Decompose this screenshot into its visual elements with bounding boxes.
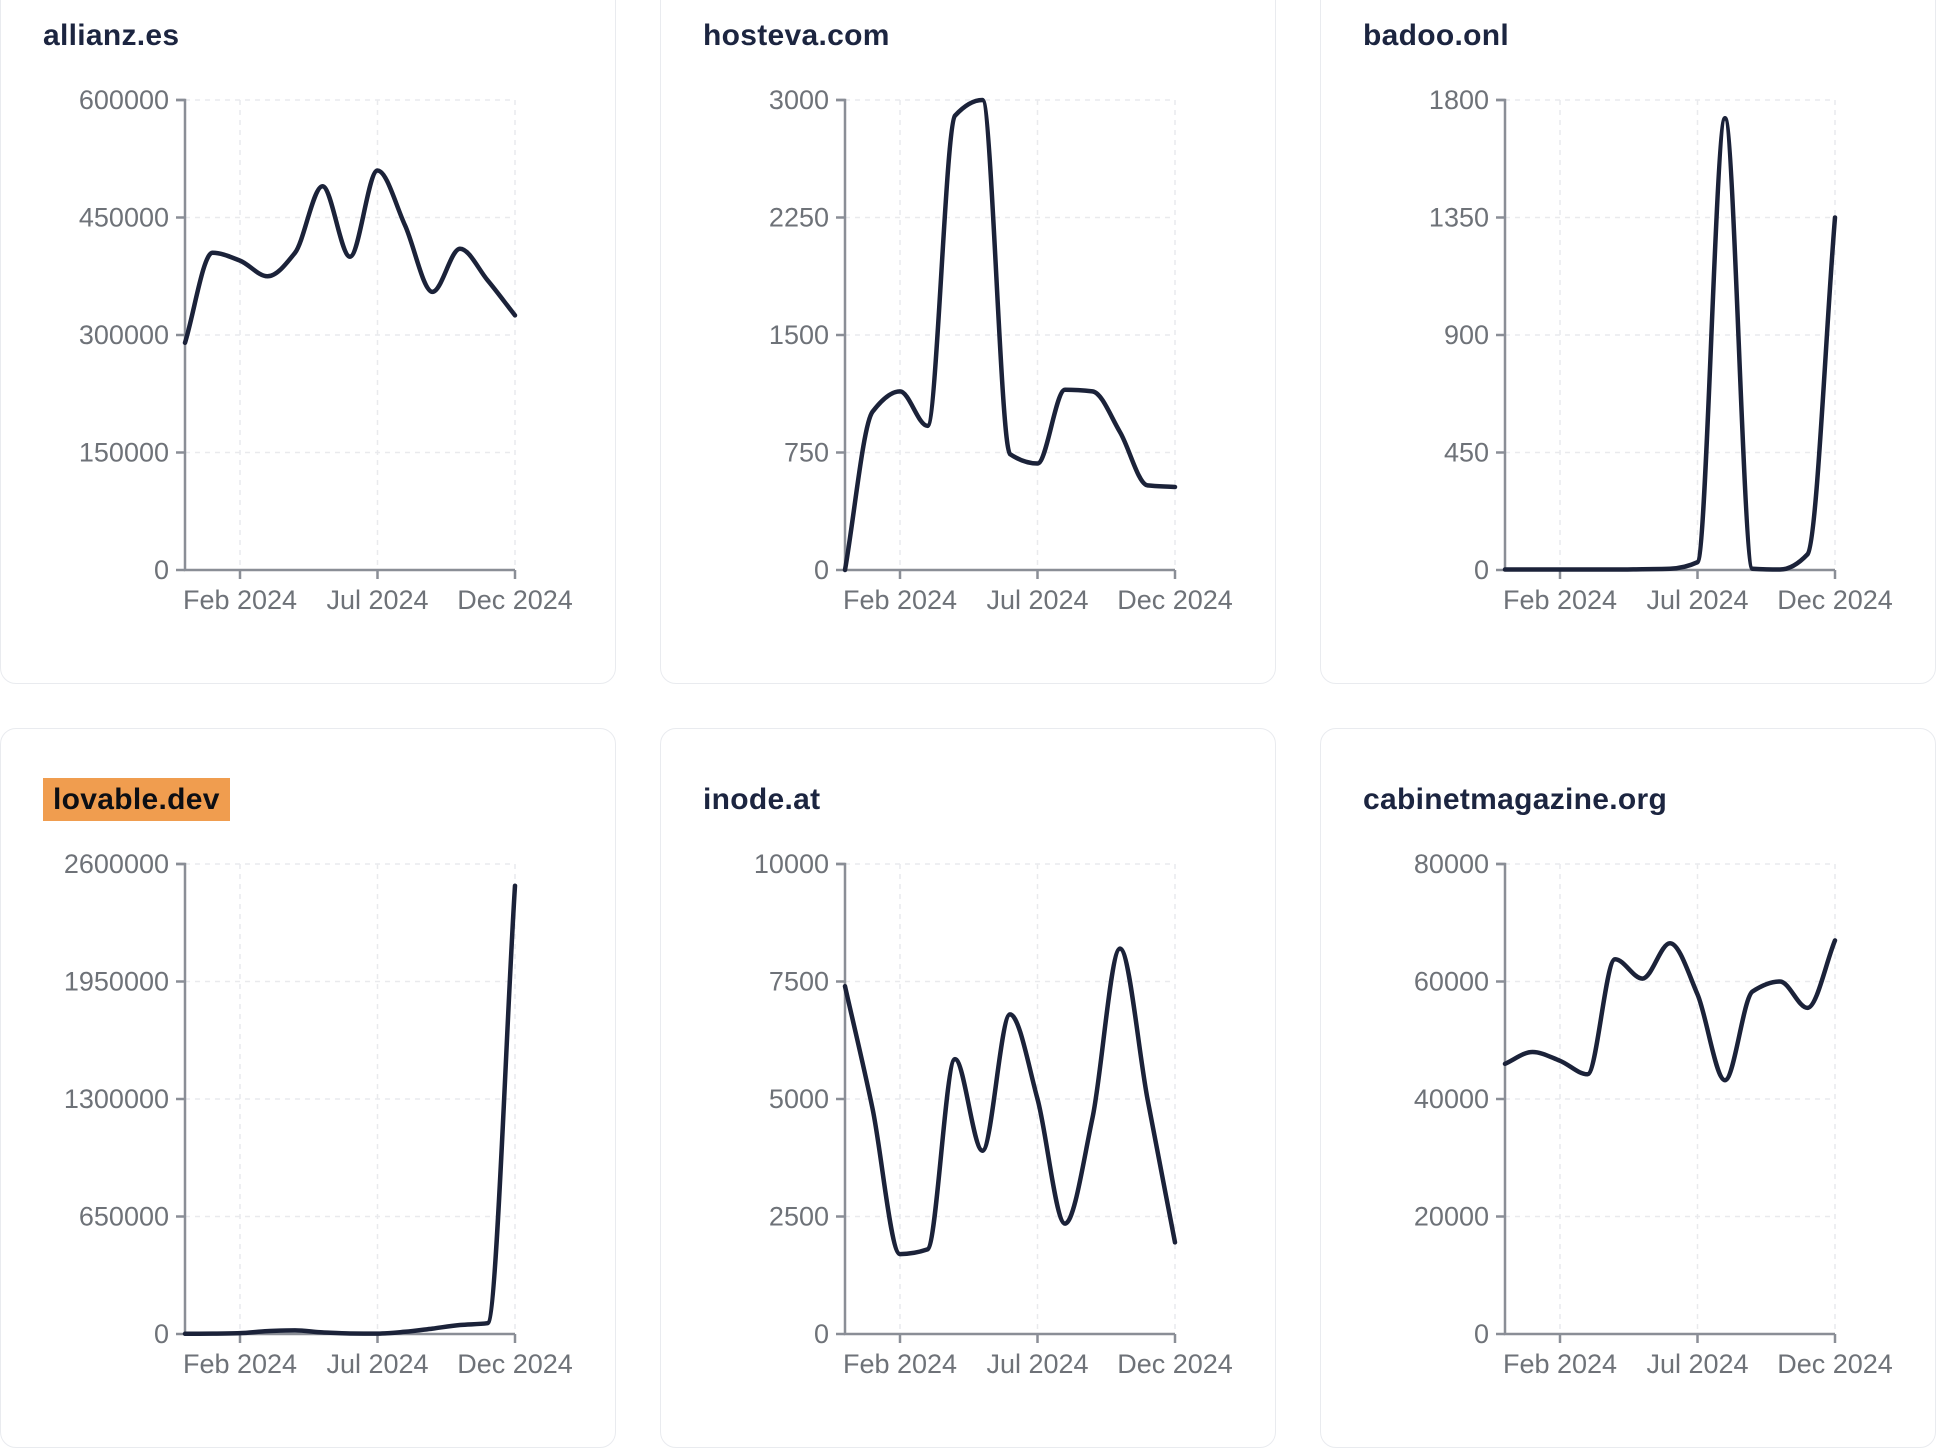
y-tick-label: 1300000	[64, 1084, 169, 1114]
domain-name: cabinetmagazine.org	[1363, 783, 1668, 816]
x-tick-label: Dec 2024	[1117, 585, 1233, 615]
line-chart: 1800 1350 900 450 0 Feb 2024 Jul 2024 Dec 2024	[1429, 85, 1893, 615]
y-tick-label: 2250	[769, 203, 829, 233]
x-tick-label: Feb 2024	[1503, 585, 1617, 615]
x-tick-label: Dec 2024	[1777, 585, 1893, 615]
x-tick-label: Jul 2024	[326, 1349, 428, 1379]
y-tick-label: 0	[154, 1319, 169, 1349]
series-line	[182, 883, 518, 1337]
chart-title: lovable.dev	[43, 778, 230, 821]
chart-title: badoo.onl	[1363, 18, 1509, 54]
y-tick-label: 1800	[1429, 85, 1489, 115]
chart-title: hosteva.com	[703, 18, 890, 54]
series-line	[1502, 116, 1838, 572]
y-tick-label: 2500	[769, 1202, 829, 1232]
y-tick-label: 60000	[1414, 967, 1489, 997]
domain-name: hosteva.com	[703, 19, 890, 52]
y-tick-label: 450000	[79, 203, 169, 233]
x-tick-label: Feb 2024	[1503, 1349, 1617, 1379]
y-tick-label: 600000	[79, 85, 169, 115]
series-line	[1502, 938, 1838, 1083]
x-tick-label: Dec 2024	[457, 585, 573, 615]
series-line	[842, 946, 1178, 1257]
chart-title: cabinetmagazine.org	[1363, 782, 1667, 818]
y-tick-label: 300000	[79, 320, 169, 350]
y-tick-label: 5000	[769, 1084, 829, 1114]
y-tick-label: 2600000	[64, 849, 169, 879]
chart-card-badoo: badoo.onl 1800 1350 900 450 0 Feb 2024 Jul 202…	[1320, 0, 1936, 684]
y-tick-label: 1350	[1429, 203, 1489, 233]
y-tick-label: 0	[154, 555, 169, 585]
y-tick-label: 650000	[79, 1202, 169, 1232]
x-tick-label: Dec 2024	[1777, 1349, 1893, 1379]
domain-name: lovable.dev	[43, 778, 230, 821]
chart-card-inode: inode.at 10000 7500 5000 2500 0 Feb 2024 Jul 2…	[660, 728, 1276, 1448]
y-tick-label: 80000	[1414, 849, 1489, 879]
x-tick-label: Jul 2024	[326, 585, 428, 615]
y-tick-label: 0	[1474, 1319, 1489, 1349]
y-tick-label: 1950000	[64, 967, 169, 997]
y-tick-label: 900	[1444, 320, 1489, 350]
y-tick-label: 20000	[1414, 1202, 1489, 1232]
y-tick-label: 7500	[769, 967, 829, 997]
y-tick-label: 10000	[754, 849, 829, 879]
y-tick-label: 150000	[79, 438, 169, 468]
chart-title: inode.at	[703, 782, 820, 818]
domain-name: allianz.es	[43, 19, 180, 52]
chart-card-allianz: allianz.es 600000 450000 300000 150000 0 Feb …	[0, 0, 616, 684]
x-tick-label: Jul 2024	[986, 1349, 1088, 1379]
line-chart: 2600000 1950000 1300000 650000 0 Feb 2024 Jul …	[64, 849, 573, 1379]
series-line	[842, 97, 1178, 573]
y-tick-label: 0	[1474, 555, 1489, 585]
line-chart: 3000 2250 1500 750 0 Feb 2024 Jul 2024 Dec 2024	[769, 85, 1233, 615]
domain-name: badoo.onl	[1363, 19, 1510, 52]
x-tick-label: Jul 2024	[986, 585, 1088, 615]
chart-title: allianz.es	[43, 18, 179, 54]
line-chart: 10000 7500 5000 2500 0 Feb 2024 Jul 2024 Dec 20…	[754, 849, 1233, 1379]
series-line	[182, 168, 518, 346]
x-tick-label: Feb 2024	[843, 1349, 957, 1379]
y-tick-label: 750	[784, 438, 829, 468]
chart-card-lovable: lovable.dev 2600000 1950000 1300000 650000 0…	[0, 728, 616, 1448]
chart-card-cabinetmagazine: cabinetmagazine.org 80000 60000 40000 20000…	[1320, 728, 1936, 1448]
y-tick-label: 40000	[1414, 1084, 1489, 1114]
x-tick-label: Dec 2024	[457, 1349, 573, 1379]
domain-name: inode.at	[703, 783, 821, 816]
chart-card-hosteva: hosteva.com 3000 2250 1500 750 0 Feb 2024 Jul …	[660, 0, 1276, 684]
line-chart: 80000 60000 40000 20000 0 Feb 2024 Jul 2024 Dec…	[1414, 849, 1893, 1379]
x-tick-label: Jul 2024	[1646, 585, 1748, 615]
y-tick-label: 450	[1444, 438, 1489, 468]
x-tick-label: Feb 2024	[843, 585, 957, 615]
y-tick-label: 3000	[769, 85, 829, 115]
line-chart: 600000 450000 300000 150000 0 Feb 2024 Jul 202…	[79, 85, 573, 615]
x-tick-label: Feb 2024	[183, 585, 297, 615]
x-tick-label: Jul 2024	[1646, 1349, 1748, 1379]
y-tick-label: 0	[814, 555, 829, 585]
x-tick-label: Dec 2024	[1117, 1349, 1233, 1379]
y-tick-label: 0	[814, 1319, 829, 1349]
y-tick-label: 1500	[769, 320, 829, 350]
x-tick-label: Feb 2024	[183, 1349, 297, 1379]
